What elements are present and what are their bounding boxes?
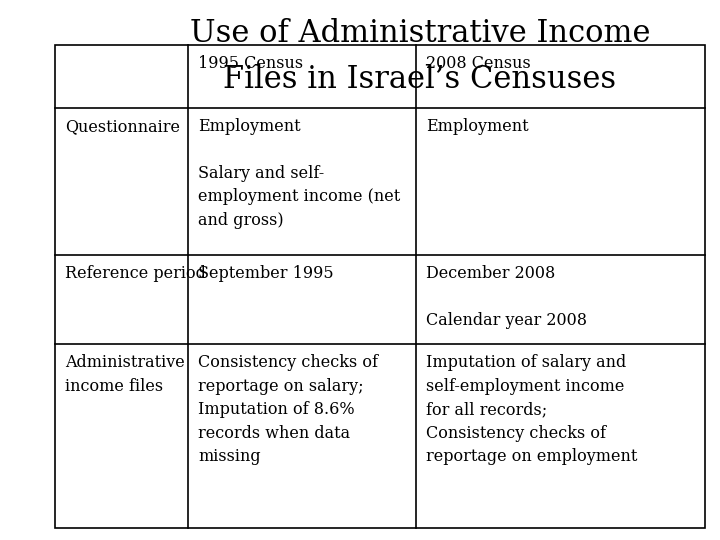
Text: Questionnaire: Questionnaire [65, 118, 180, 135]
Text: Employment

Salary and self-
employment income (net
and gross): Employment Salary and self- employment i… [198, 118, 400, 229]
Text: Consistency checks of
reportage on salary;
Imputation of 8.6%
records when data
: Consistency checks of reportage on salar… [198, 354, 378, 465]
Text: September 1995: September 1995 [198, 265, 334, 282]
Text: Files in Israel’s Censuses: Files in Israel’s Censuses [223, 64, 616, 95]
Text: Administrative
income files: Administrative income files [65, 354, 185, 395]
Bar [55, 45, 705, 528]
Text: Reference period: Reference period [65, 265, 206, 282]
Text: Imputation of salary and
self-employment income
for all records;
Consistency che: Imputation of salary and self-employment… [426, 354, 637, 465]
Text: Use of Administrative Income: Use of Administrative Income [190, 18, 650, 49]
Text: December 2008

Calendar year 2008: December 2008 Calendar year 2008 [426, 265, 587, 329]
Text: Employment: Employment [426, 118, 528, 135]
Text: 2008 Census: 2008 Census [426, 55, 531, 72]
Text: 1995 Census: 1995 Census [198, 55, 303, 72]
